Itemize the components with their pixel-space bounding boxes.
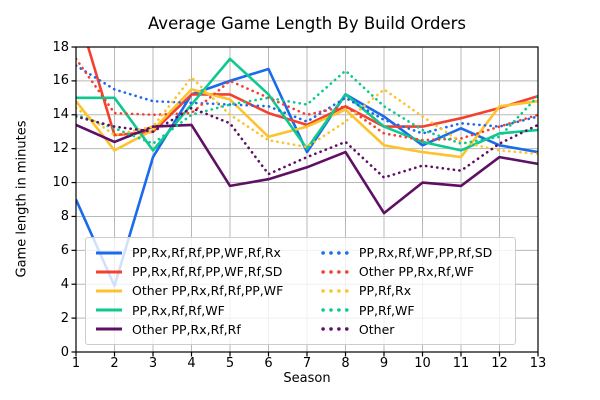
legend-solid-line-swatch <box>96 289 122 293</box>
x-tick-label: 1 <box>71 356 81 371</box>
legend-dotted-line-swatch <box>321 327 351 332</box>
legend-dotted-line-swatch <box>321 270 351 274</box>
x-tick-label: 10 <box>414 356 431 371</box>
legend-dotted-line-swatch <box>321 289 351 293</box>
legend-item: Other PP,Rx,Rf,Rf,PP,WF <box>94 281 321 300</box>
legend-solid-line-swatch <box>96 251 122 255</box>
x-tick-label: 6 <box>264 356 273 371</box>
legend-column-dotted: PP,Rx,Rf,WF,PP,Rf,SD Other PP,Rx,Rf,WF PP,… <box>321 243 507 339</box>
series-line-other-pp-rx-rf-rf <box>76 123 538 215</box>
legend-label: Other PP,Rx,Rf,WF <box>358 264 475 280</box>
y-tick-label: 10 <box>52 175 69 191</box>
x-tick-label: 12 <box>491 356 508 371</box>
y-tick-label: 12 <box>52 141 69 157</box>
chart-legend: PP,Rx,Rf,Rf,PP,WF,Rf,Rx PP,Rx,Rf,Rf,PP,WF… <box>85 237 516 345</box>
legend-item: Other PP,Rx,Rf,Rf <box>94 320 321 339</box>
legend-solid-line-swatch <box>96 327 122 331</box>
legend-item: Other PP,Rx,Rf,WF <box>321 262 507 281</box>
y-axis-label: Game length in minutes <box>14 120 30 278</box>
legend-dotted-line-swatch <box>321 250 351 255</box>
x-tick-label: 8 <box>341 356 350 371</box>
legend-dotted-line-swatch <box>321 308 351 312</box>
legend-label: PP,Rf,WF <box>358 302 415 318</box>
series-line-other-pp-rx-rf-wf <box>76 57 538 142</box>
series-line-other <box>76 106 538 179</box>
legend-solid-line-swatch <box>96 270 122 274</box>
series-line-other-pp-rx-rf-rf-pp-wf <box>76 88 538 159</box>
y-tick-label: 0 <box>60 344 69 360</box>
series-line-pp-rx-rf-rf-pp-wf-rf-rx <box>76 67 538 288</box>
legend-solid-line-swatch <box>96 308 122 312</box>
y-tick-label: 8 <box>60 208 69 224</box>
legend-label: PP,Rx,Rf,Rf,WF <box>132 302 225 318</box>
legend-item: PP,Rf,Rx <box>321 281 507 300</box>
y-tick-label: 14 <box>52 107 69 123</box>
legend-label: Other PP,Rx,Rf,Rf <box>132 321 241 337</box>
series-line-pp-rf-wf <box>76 69 538 145</box>
legend-label: PP,Rx,Rf,Rf,PP,WF,Rf,SD <box>132 264 283 280</box>
y-tick-label: 16 <box>52 73 69 89</box>
x-tick-label: 2 <box>110 356 119 371</box>
legend-item: PP,Rx,Rf,Rf,PP,WF,Rf,SD <box>94 262 321 281</box>
y-tick-label: 6 <box>60 242 69 258</box>
chart-title: Average Game Length By Build Orders <box>147 14 466 33</box>
x-tick-label: 9 <box>379 356 389 371</box>
legend-item: PP,Rx,Rf,Rf,WF <box>94 301 321 320</box>
legend-label: PP,Rx,Rf,Rf,PP,WF,Rf,Rx <box>132 245 281 261</box>
x-axis-label: Season <box>283 371 331 386</box>
x-tick-label: 5 <box>225 356 235 371</box>
legend-item: PP,Rf,WF <box>321 301 507 320</box>
x-tick-label: 3 <box>148 356 158 371</box>
series-line-pp-rf-rx <box>76 76 538 156</box>
legend-label: Other PP,Rx,Rf,Rf,PP,WF <box>132 283 284 299</box>
legend-item: PP,Rx,Rf,WF,PP,Rf,SD <box>321 243 507 262</box>
x-tick-label: 4 <box>187 356 196 371</box>
legend-label: PP,Rx,Rf,WF,PP,Rf,SD <box>358 245 493 261</box>
y-tick-label: 4 <box>60 276 69 292</box>
legend-label: PP,Rf,Rx <box>358 283 412 299</box>
legend-item: Other <box>321 320 507 339</box>
legend-label: Other <box>358 321 395 337</box>
series-line-pp-rx-rf-rf-wf <box>76 57 538 152</box>
y-tick-label: 2 <box>60 310 69 326</box>
legend-column-solid: PP,Rx,Rf,Rf,PP,WF,Rf,Rx PP,Rx,Rf,Rf,PP,WF… <box>94 243 321 339</box>
legend-item: PP,Rx,Rf,Rf,PP,WF,Rf,Rx <box>94 243 321 262</box>
x-tick-label: 13 <box>529 356 547 371</box>
y-tick-label: 18 <box>52 39 69 55</box>
x-tick-label: 11 <box>452 356 470 371</box>
x-tick-label: 7 <box>302 356 312 371</box>
